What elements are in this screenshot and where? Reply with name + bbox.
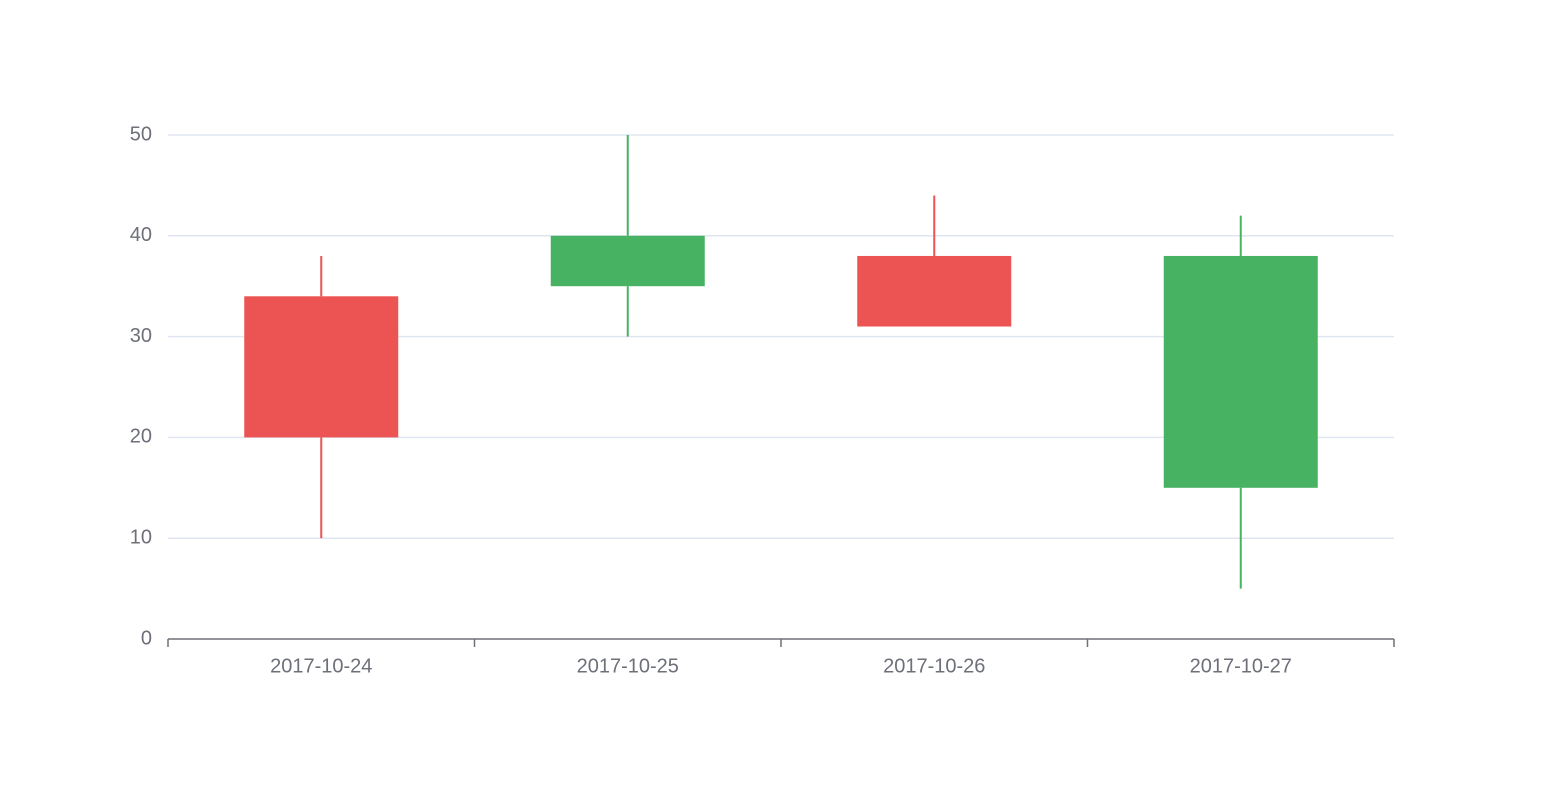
y-tick-label: 10 — [130, 526, 152, 548]
x-tick-label: 2017-10-25 — [577, 655, 679, 677]
candle-body — [550, 235, 705, 287]
y-tick-label: 20 — [130, 426, 152, 448]
candle-body — [857, 255, 1012, 327]
x-tick-label: 2017-10-27 — [1190, 655, 1292, 677]
candle-body — [1163, 255, 1318, 488]
y-tick-label: 50 — [130, 123, 152, 145]
y-tick-label: 30 — [130, 325, 152, 347]
y-tick-label: 40 — [130, 224, 152, 246]
candle-body — [244, 296, 399, 438]
x-tick-label: 2017-10-24 — [270, 655, 372, 677]
y-tick-label: 0 — [141, 627, 152, 649]
x-tick-label: 2017-10-26 — [883, 655, 985, 677]
